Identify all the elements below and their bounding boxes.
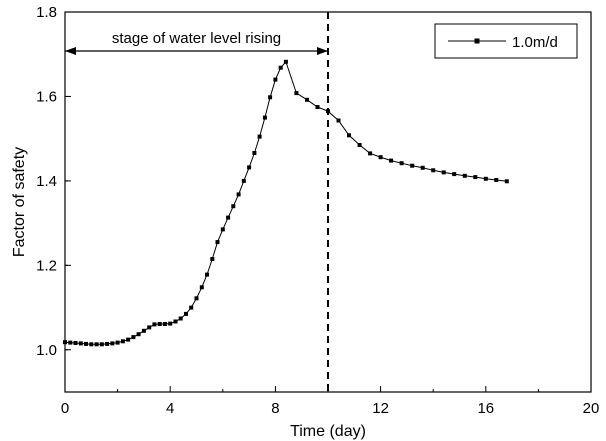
data-point bbox=[147, 325, 152, 330]
data-point bbox=[378, 155, 383, 160]
data-point bbox=[326, 109, 330, 114]
data-point bbox=[120, 339, 125, 344]
data-point bbox=[241, 178, 246, 183]
x-axis-label: Time (day) bbox=[290, 423, 366, 440]
data-point bbox=[278, 65, 283, 70]
data-point bbox=[420, 165, 425, 170]
data-point bbox=[210, 257, 215, 261]
x-tick-label: 20 bbox=[583, 400, 600, 417]
data-point bbox=[273, 77, 278, 82]
data-point bbox=[262, 115, 267, 120]
data-point bbox=[473, 175, 478, 180]
y-tick-label: 1.0 bbox=[36, 342, 57, 359]
series-layer bbox=[63, 59, 509, 347]
data-point bbox=[247, 165, 252, 170]
data-point bbox=[257, 134, 262, 139]
legend-marker bbox=[474, 38, 480, 44]
y-tick-label: 1.8 bbox=[36, 4, 57, 21]
data-point bbox=[357, 143, 362, 147]
x-tick-label: 16 bbox=[477, 400, 494, 417]
data-point bbox=[236, 192, 241, 197]
x-tick-label: 8 bbox=[271, 400, 279, 417]
data-point bbox=[131, 335, 136, 340]
data-point bbox=[157, 322, 162, 326]
data-point bbox=[168, 321, 173, 326]
data-point bbox=[410, 163, 415, 168]
data-point bbox=[268, 95, 273, 100]
data-point bbox=[194, 296, 199, 301]
y-tick-label: 1.4 bbox=[36, 173, 57, 190]
data-point bbox=[441, 170, 446, 175]
data-point bbox=[494, 178, 499, 182]
data-point bbox=[215, 240, 220, 245]
data-point bbox=[173, 319, 178, 324]
data-point bbox=[126, 337, 131, 342]
x-tick-label: 0 bbox=[61, 400, 69, 417]
y-tick-label: 1.2 bbox=[36, 257, 57, 274]
data-point bbox=[226, 215, 231, 220]
data-point bbox=[231, 204, 236, 209]
data-point bbox=[347, 133, 351, 138]
data-point bbox=[184, 311, 188, 316]
data-point bbox=[431, 168, 436, 173]
data-point bbox=[483, 176, 488, 181]
y-tick-label: 1.6 bbox=[36, 88, 57, 105]
y-axis-label: Factor of safety bbox=[11, 147, 28, 257]
data-point bbox=[141, 328, 146, 333]
data-point bbox=[105, 341, 110, 346]
data-point bbox=[89, 342, 94, 347]
data-point bbox=[178, 316, 183, 321]
annotation-text: stage of water level rising bbox=[112, 30, 281, 47]
data-point bbox=[504, 179, 509, 184]
data-point bbox=[84, 341, 88, 346]
data-point bbox=[399, 161, 404, 166]
y-axis: 1.0 1.2 1.4 1.6 1.8 bbox=[36, 4, 71, 359]
data-point bbox=[199, 285, 204, 290]
data-point bbox=[162, 322, 167, 326]
data-point bbox=[368, 151, 373, 156]
data-point bbox=[252, 151, 257, 155]
data-point bbox=[315, 105, 320, 109]
legend: 1.0m/d bbox=[434, 23, 578, 59]
data-point bbox=[389, 158, 394, 163]
data-point bbox=[294, 91, 299, 96]
x-tick-label: 4 bbox=[166, 400, 174, 417]
annotation-arrowhead-left bbox=[65, 47, 76, 55]
plot-frame bbox=[64, 11, 592, 393]
annotation-arrowhead-right bbox=[317, 47, 328, 55]
series-line bbox=[64, 60, 507, 345]
data-point bbox=[115, 340, 120, 345]
data-point bbox=[94, 342, 99, 347]
data-point bbox=[110, 341, 115, 346]
data-point bbox=[452, 172, 457, 177]
data-point bbox=[136, 332, 141, 337]
data-point bbox=[99, 342, 104, 347]
data-point bbox=[220, 227, 225, 232]
data-point bbox=[78, 341, 83, 346]
data-point bbox=[63, 340, 67, 345]
x-axis: 0 4 8 12 16 20 bbox=[61, 386, 600, 417]
data-point bbox=[205, 272, 209, 277]
data-point bbox=[68, 340, 73, 345]
rising-stage-annotation: stage of water level rising bbox=[65, 30, 328, 55]
data-point bbox=[305, 97, 309, 102]
data-point bbox=[462, 173, 467, 178]
data-point bbox=[152, 322, 157, 327]
data-point bbox=[189, 305, 194, 310]
data-point bbox=[73, 341, 78, 345]
data-point bbox=[283, 59, 288, 64]
x-tick-label: 12 bbox=[372, 400, 389, 417]
legend-label: 1.0m/d bbox=[512, 34, 558, 51]
data-point bbox=[336, 118, 341, 123]
